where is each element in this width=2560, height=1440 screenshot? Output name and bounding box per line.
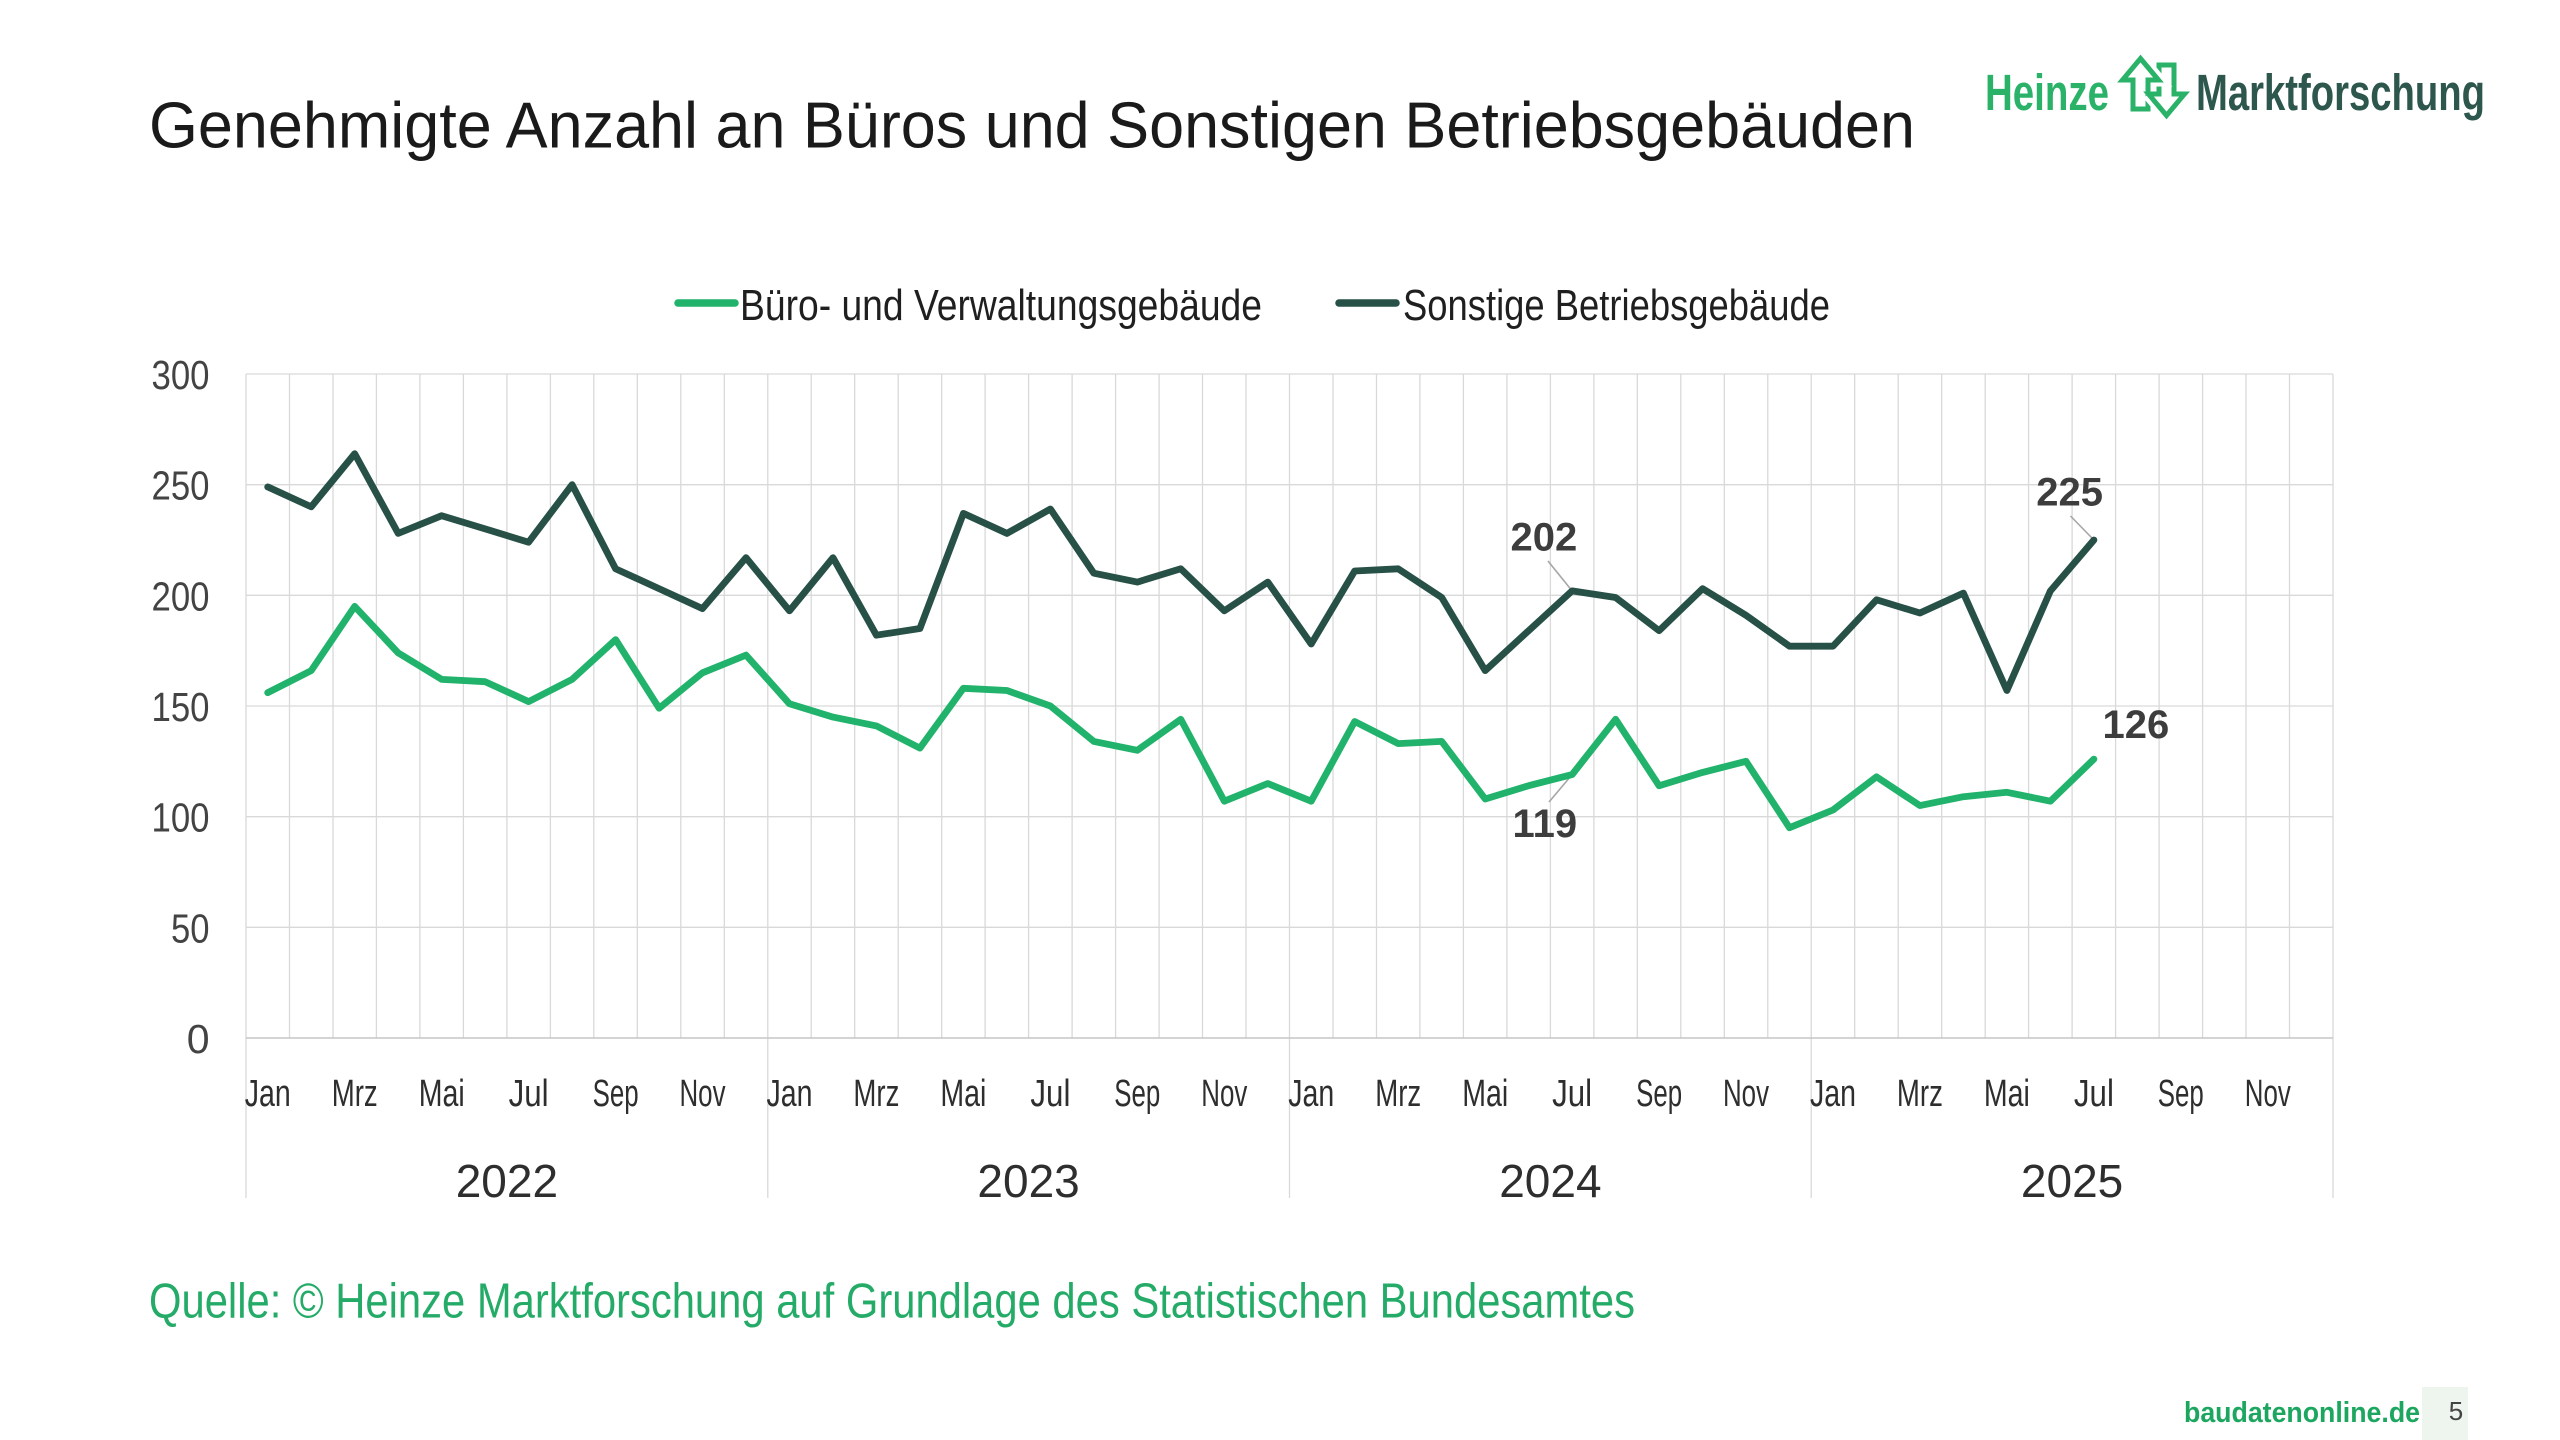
svg-text:2022: 2022: [456, 1155, 558, 1207]
svg-text:119: 119: [1513, 802, 1578, 846]
svg-text:225: 225: [2036, 471, 2103, 515]
svg-text:300: 300: [152, 352, 210, 398]
svg-text:Mrz: Mrz: [853, 1073, 899, 1115]
svg-text:Jan: Jan: [1288, 1073, 1334, 1115]
svg-text:50: 50: [171, 905, 210, 951]
svg-text:100: 100: [152, 795, 210, 841]
svg-text:Genehmigte Anzahl an Büros und: Genehmigte Anzahl an Büros und Sonstigen…: [149, 89, 1915, 162]
svg-text:Mai: Mai: [1984, 1073, 2030, 1115]
svg-text:200: 200: [152, 573, 210, 619]
svg-text:Mai: Mai: [419, 1073, 465, 1115]
svg-text:Büro- und Verwaltungsgebäude: Büro- und Verwaltungsgebäude: [740, 281, 1262, 330]
svg-text:0: 0: [187, 1016, 210, 1062]
svg-text:Mrz: Mrz: [332, 1073, 378, 1115]
svg-text:5: 5: [2449, 1396, 2463, 1426]
svg-text:Sep: Sep: [1636, 1073, 1682, 1115]
svg-text:Mrz: Mrz: [1897, 1073, 1943, 1115]
svg-text:Jul: Jul: [1552, 1073, 1592, 1115]
svg-text:202: 202: [1511, 516, 1578, 560]
svg-text:Mai: Mai: [940, 1073, 986, 1115]
svg-text:250: 250: [152, 463, 210, 509]
svg-text:150: 150: [152, 684, 210, 730]
svg-text:Nov: Nov: [680, 1073, 726, 1115]
svg-text:Sep: Sep: [2158, 1073, 2204, 1115]
svg-text:Jul: Jul: [1030, 1073, 1070, 1115]
svg-text:Sep: Sep: [1114, 1073, 1160, 1115]
svg-text:2024: 2024: [1499, 1155, 1601, 1207]
svg-text:Nov: Nov: [1723, 1073, 1769, 1115]
svg-text:Jan: Jan: [1810, 1073, 1856, 1115]
svg-text:Mai: Mai: [1462, 1073, 1508, 1115]
svg-text:Jan: Jan: [245, 1073, 291, 1115]
svg-text:2023: 2023: [977, 1155, 1079, 1207]
svg-text:Heinze: Heinze: [1985, 64, 2109, 121]
svg-text:126: 126: [2103, 703, 2170, 747]
svg-text:Nov: Nov: [2245, 1073, 2291, 1115]
svg-text:baudatenonline.de: baudatenonline.de: [2184, 1397, 2420, 1429]
svg-text:Sep: Sep: [593, 1073, 639, 1115]
svg-text:Sonstige Betriebsgebäude: Sonstige Betriebsgebäude: [1403, 281, 1830, 330]
svg-text:Mrz: Mrz: [1375, 1073, 1421, 1115]
svg-text:Jul: Jul: [2074, 1073, 2114, 1115]
svg-text:2025: 2025: [2021, 1155, 2123, 1207]
svg-text:Marktforschung: Marktforschung: [2196, 64, 2485, 121]
svg-text:Jul: Jul: [509, 1073, 549, 1115]
svg-text:Nov: Nov: [1201, 1073, 1247, 1115]
svg-text:Jan: Jan: [767, 1073, 813, 1115]
svg-text:Quelle: © Heinze Marktforschun: Quelle: © Heinze Marktforschung auf Grun…: [149, 1275, 1635, 1329]
